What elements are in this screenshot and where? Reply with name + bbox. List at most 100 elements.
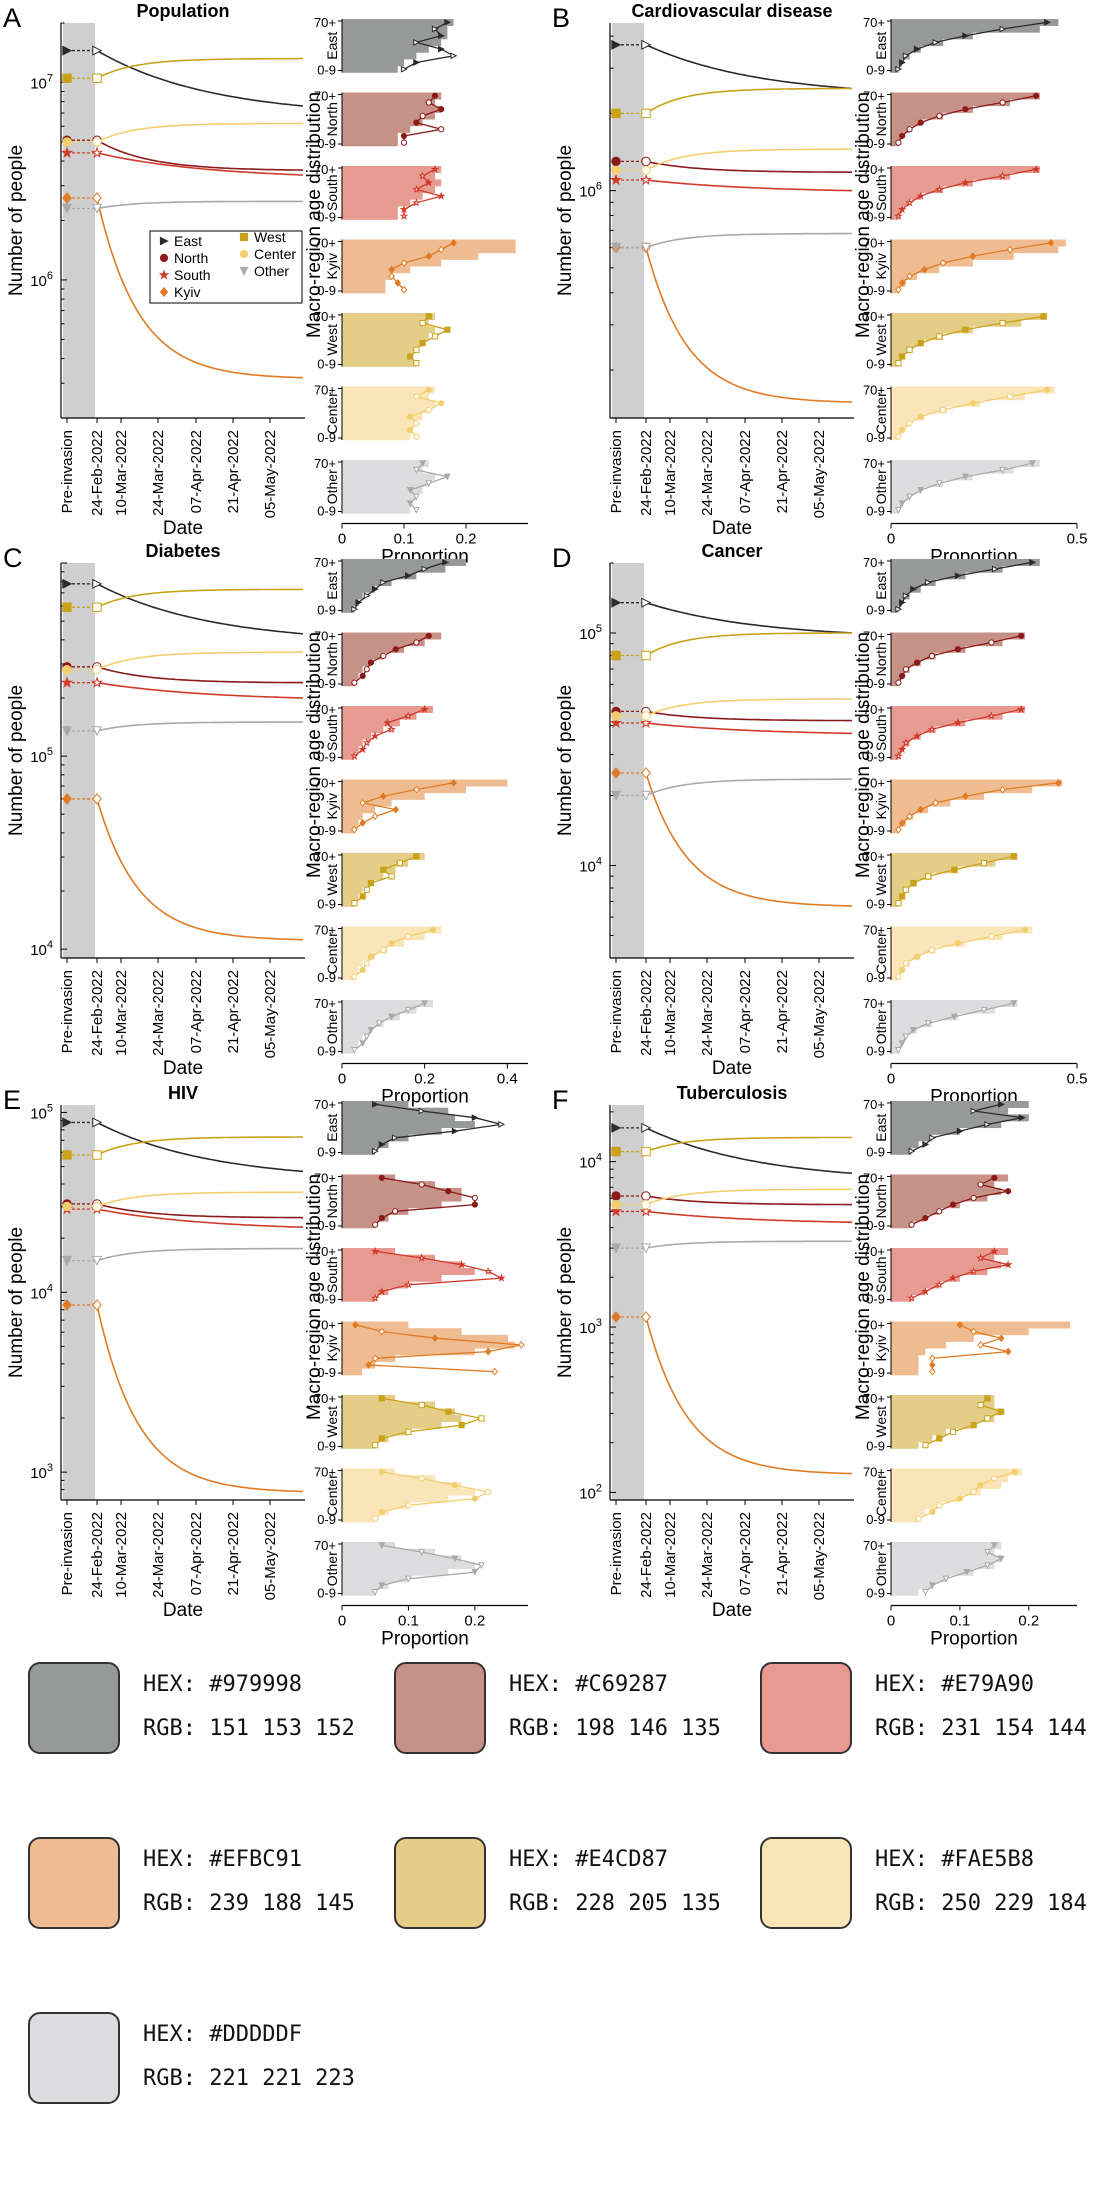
dist-bar <box>342 1134 409 1142</box>
dist-marker <box>970 1488 977 1496</box>
dist-bar <box>342 645 404 653</box>
dist-bar <box>891 59 903 67</box>
dist-x-tick-label: 0.5 <box>1067 1071 1088 1088</box>
series-line-north <box>645 710 852 722</box>
dist-marker <box>498 1120 506 1128</box>
dist-bar <box>342 1562 475 1570</box>
dist-bar <box>342 806 376 814</box>
dist-marker <box>998 171 1007 180</box>
dist-bar <box>891 1361 919 1369</box>
dist-bar <box>342 1428 409 1436</box>
dist-bar <box>891 732 921 740</box>
age-top-label: 70+ <box>863 1244 885 1259</box>
x-tick-label: 24-Feb-2022 <box>89 1512 106 1598</box>
dist-bar <box>342 119 423 127</box>
dist-marker <box>999 99 1006 106</box>
dist-marker <box>378 1327 386 1336</box>
dist-marker <box>962 32 970 40</box>
dist-marker <box>491 1367 499 1376</box>
dist-bar <box>342 59 404 67</box>
dist-marker <box>935 184 944 194</box>
marker-feb-other <box>91 726 103 737</box>
dist-bar <box>342 1401 435 1409</box>
dist-marker <box>984 1395 991 1402</box>
dist-bar <box>342 172 435 180</box>
dist-marker <box>485 1488 492 1496</box>
dist-bar <box>891 426 903 434</box>
y-tick-base: 10 <box>30 1285 47 1302</box>
dist-bar <box>342 65 398 73</box>
dist-marker <box>987 711 996 720</box>
dist-marker <box>478 1415 485 1422</box>
pre-invasion-band <box>63 23 95 418</box>
dist-marker <box>404 1006 412 1014</box>
dist-bar <box>891 1435 933 1443</box>
dist-bar <box>891 1101 1029 1108</box>
dist-marker <box>371 1589 379 1596</box>
dist-bar <box>891 386 1055 394</box>
legend-marker-north <box>159 253 169 263</box>
dist-marker <box>352 1320 359 1329</box>
chart-title: Cardiovascular disease <box>631 1 832 21</box>
dist-marker <box>895 679 902 686</box>
dist-marker <box>950 1013 958 1021</box>
age-bottom-label: 0-9 <box>317 210 336 225</box>
region-label-kyiv: Kyiv <box>873 253 889 279</box>
y-tick-base: 10 <box>579 1155 596 1172</box>
age-bottom-label: 0-9 <box>866 1439 885 1454</box>
dist-bar <box>891 565 1003 573</box>
y-tick-exponent: 4 <box>596 855 602 867</box>
age-bottom-label: 0-9 <box>866 504 885 519</box>
y-axis-label: Number of people <box>555 145 576 296</box>
dist-marker <box>378 1395 385 1402</box>
dist-bar <box>342 125 411 133</box>
dist-marker <box>1044 386 1051 393</box>
chart-title: Diabetes <box>145 541 220 561</box>
age-top-label: 70+ <box>314 1244 336 1259</box>
dist-marker <box>431 333 439 340</box>
dist-bar <box>342 1348 475 1356</box>
region-label-west: West <box>324 324 340 356</box>
dist-marker <box>471 1201 478 1208</box>
marker-feb-other <box>91 203 103 214</box>
dist-bar <box>342 39 442 47</box>
dist-marker <box>902 886 909 893</box>
dist-marker <box>1018 1114 1026 1122</box>
dist-bar <box>891 1408 1002 1416</box>
region-label-north: North <box>324 1184 340 1218</box>
dist-marker <box>372 1100 379 1108</box>
age-bottom-label: 0-9 <box>866 357 885 372</box>
dist-marker <box>450 52 458 60</box>
dist-bar <box>342 399 435 407</box>
dist-bar <box>342 286 386 294</box>
dist-marker <box>922 1141 930 1148</box>
dist-marker <box>1032 92 1040 99</box>
series-line-west <box>96 57 303 80</box>
region-label-west: West <box>324 864 340 896</box>
dist-bar <box>891 752 899 760</box>
marker-feb-east <box>641 1122 652 1133</box>
dist-marker <box>372 1221 379 1228</box>
dist-marker <box>484 1347 492 1356</box>
dist-marker <box>917 805 925 814</box>
x-tick-label: 24-Feb-2022 <box>89 430 106 516</box>
dist-bar <box>891 1421 974 1429</box>
region-label-south: South <box>873 174 889 211</box>
dist-marker <box>413 639 420 646</box>
dist-bar <box>891 166 1040 173</box>
dist-marker <box>444 326 451 333</box>
y-tick-label: 103 <box>579 1317 602 1337</box>
y-tick-base: 10 <box>30 273 47 290</box>
dist-marker <box>907 1293 916 1302</box>
marker-pre-east <box>611 39 622 50</box>
dist-marker <box>375 1020 383 1028</box>
dist-bar <box>891 572 966 580</box>
dist-bar <box>342 506 411 514</box>
dist-marker <box>895 900 902 907</box>
dist-bar <box>891 406 947 414</box>
dist-bar <box>342 1468 396 1476</box>
age-bottom-label: 0-9 <box>317 1512 336 1527</box>
dist-marker <box>351 679 358 686</box>
